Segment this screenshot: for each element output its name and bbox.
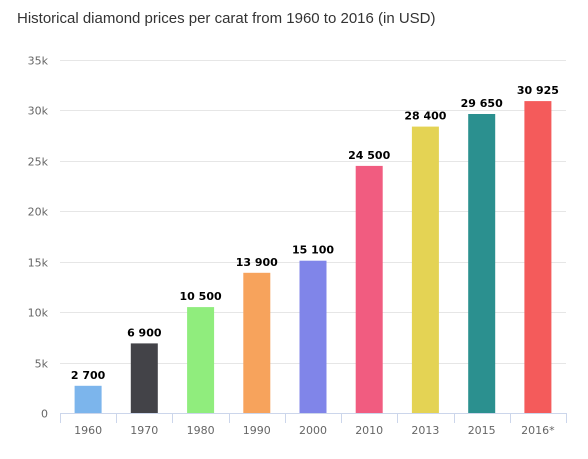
bar-1960[interactable]	[74, 385, 102, 413]
x-tick-label: 1990	[243, 424, 271, 437]
data-label: 2 700	[71, 369, 106, 382]
y-tick-label: 25k	[28, 156, 49, 169]
y-tick-label: 0	[41, 408, 48, 421]
y-tick-label: 10k	[28, 307, 49, 320]
bar-2015[interactable]	[468, 114, 496, 413]
y-tick-label: 30k	[28, 105, 49, 118]
bar-2016*[interactable]	[524, 101, 552, 413]
data-label: 15 100	[292, 244, 334, 257]
data-label: 24 500	[348, 149, 390, 162]
data-label: 28 400	[404, 110, 446, 123]
x-tick-label: 2016*	[521, 424, 555, 437]
x-tick-label: 2015	[468, 424, 496, 437]
data-labels: 2 700 6 900 10 500 13 900 15 100 24 500 28 400…	[71, 84, 559, 382]
bar-2000[interactable]	[299, 260, 327, 413]
bar-1990[interactable]	[243, 272, 271, 413]
x-tick-label: 1980	[187, 424, 215, 437]
x-tick-label: 1970	[130, 424, 158, 437]
y-tick-label: 35k	[28, 55, 49, 68]
data-label: 6 900	[127, 326, 162, 339]
y-tick-label: 20k	[28, 206, 49, 219]
bar-1970[interactable]	[130, 343, 158, 413]
y-tick-label: 15k	[28, 257, 49, 270]
x-tick-label: 2010	[355, 424, 383, 437]
y-tick-label: 5k	[35, 358, 49, 371]
x-tick-label: 2000	[299, 424, 327, 437]
bar-1980[interactable]	[187, 307, 215, 413]
data-label: 10 500	[180, 290, 222, 303]
bar-2010[interactable]	[355, 165, 383, 413]
chart-title: Historical diamond prices per carat from…	[17, 10, 436, 27]
data-label: 13 900	[236, 256, 278, 269]
data-label: 30 925	[517, 84, 559, 97]
x-tick-label: 1960	[74, 424, 102, 437]
bar-2013[interactable]	[411, 126, 439, 413]
x-tick-label: 2013	[411, 424, 439, 437]
x-axis: 1960 1970 1980 1990 2000 2010 2013 2015 2016*	[60, 413, 567, 437]
data-label: 29 650	[461, 97, 503, 110]
bars	[74, 101, 552, 413]
